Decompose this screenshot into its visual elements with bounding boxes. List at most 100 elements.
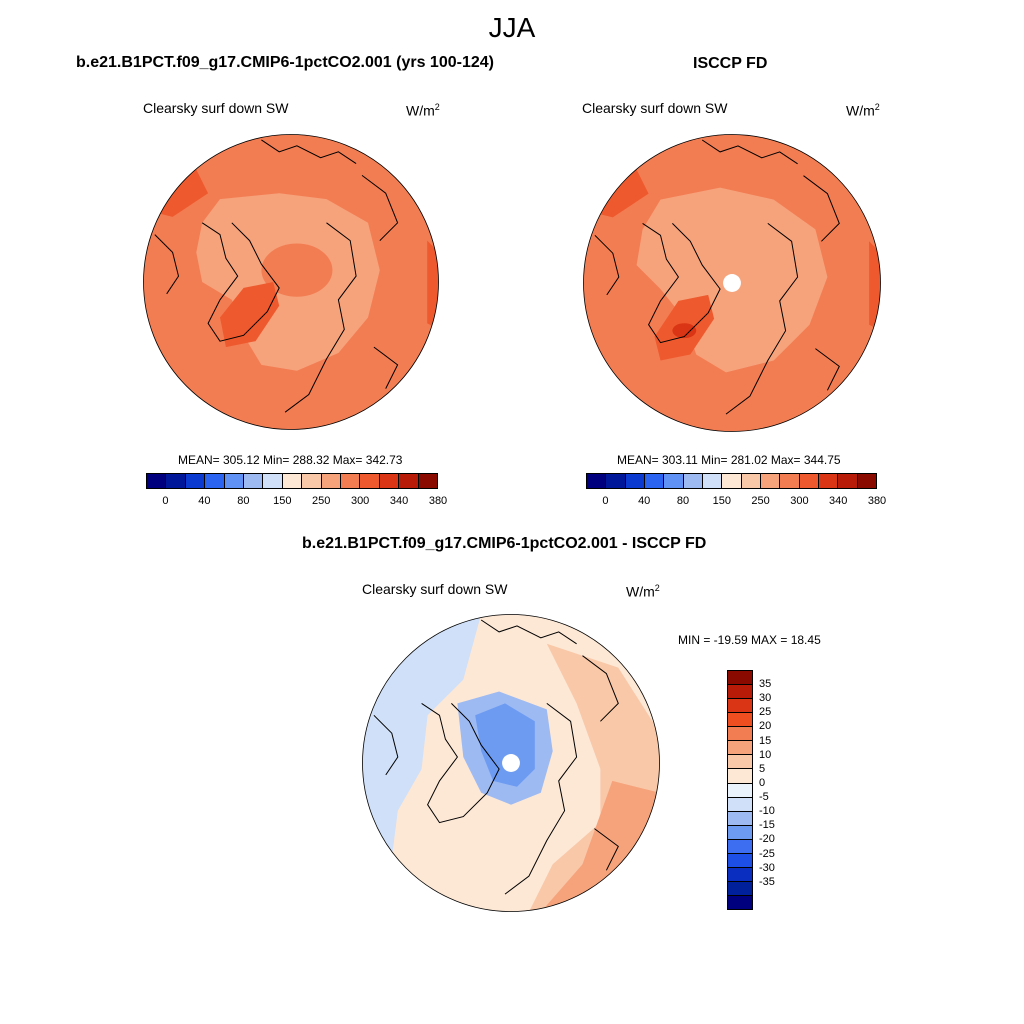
coastline [815,348,840,391]
colorbar-swatch [664,474,684,488]
map-field [362,614,660,912]
panel3-map [362,614,660,912]
colorbar-swatch [399,474,419,488]
colorbar-swatch [341,474,361,488]
colorbar-tick-label: 380 [867,495,887,507]
coastline [201,222,280,342]
coastline [154,234,180,295]
coastline [361,175,399,241]
panel3-units: W/m2 [626,583,660,600]
colorbar-tick-label: 80 [676,495,690,507]
field-peak-greenland [672,323,697,339]
panel3-stats: MIN = -19.59 MAX = 18.45 [678,633,821,647]
colorbar-swatch [702,474,723,488]
panel1-colorbar [146,473,438,489]
colorbar-swatch [799,474,819,488]
panel3-subtitle: Clearsky surf down SW [362,581,508,597]
colorbar-swatch [263,474,283,488]
field-band-neg5-0 [362,614,482,912]
colorbar-swatch [760,474,781,488]
colorbar-swatch [321,474,342,488]
colorbar-tick-label: -25 [759,847,775,860]
colorbar-swatch [728,881,752,896]
coastline [725,223,799,415]
coastline [284,222,357,413]
coastline [373,714,399,776]
panel2-map [583,134,881,432]
coastline [582,655,619,722]
colorbar-tick-label: -35 [759,875,775,888]
colorbar-swatch [838,474,858,488]
colorbar-tick-label: 40 [198,495,211,507]
colorbar-swatch [728,699,752,714]
coastline [373,346,399,389]
coastline [504,703,578,895]
colorbar-swatch [728,811,752,826]
colorbar-swatch [166,474,186,488]
map-border [362,614,660,912]
colorbar-swatch [728,713,752,728]
field-high-east [869,241,881,331]
colorbar-tick-label: -15 [759,819,775,832]
panel1-units: W/m2 [406,102,440,119]
colorbar-swatch [728,671,752,686]
coastline [594,828,619,871]
panel1-stats: MEAN= 305.12 Min= 288.32 Max= 342.73 [178,453,403,467]
colorbar-swatch [728,755,752,770]
colorbar-tick-label: 40 [638,495,651,507]
colorbar-swatch [587,474,607,488]
map-border [583,134,881,432]
colorbar-tick-label: 25 [759,706,772,719]
colorbar-swatch [644,474,665,488]
panel2-units: W/m2 [846,102,880,119]
map-field [143,134,439,430]
colorbar-swatch [224,474,245,488]
missing-data-pole [723,274,741,292]
colorbar-swatch [741,474,761,488]
panel3-colorbar [727,670,753,910]
coastline [421,702,500,824]
colorbar-swatch [728,727,752,742]
coastline [480,619,577,645]
coastline [594,234,620,296]
colorbar-swatch [722,474,742,488]
missing-data-pole [502,754,520,772]
colorbar-tick-label: 250 [751,495,770,507]
panel2-colorbar [586,473,877,489]
colorbar-swatch [625,474,645,488]
colorbar-tick-label: 340 [829,495,848,507]
colorbar-tick-label: 0 [602,495,609,507]
colorbar-swatch [780,474,800,488]
colorbar-swatch [728,797,752,812]
colorbar-tick-label: 80 [237,495,250,507]
colorbar-swatch [728,896,752,910]
colorbar-swatch [728,853,752,868]
field-band-neg15-10 [475,703,535,787]
colorbar-swatch [728,783,752,798]
panel2-stats: MEAN= 303.11 Min= 281.02 Max= 344.75 [617,453,841,467]
coastline [701,139,798,165]
colorbar-swatch [728,825,752,840]
field-high-greenland [220,282,280,348]
colorbar-swatch [728,769,752,784]
colorbar-swatch [418,474,438,488]
colorbar-swatch [244,474,264,488]
colorbar-swatch [379,474,400,488]
colorbar-tick-label: 340 [389,495,409,507]
colorbar-swatch [282,474,303,488]
panel3-title: b.e21.B1PCT.f09_g17.CMIP6-1pctCO2.001 - … [302,535,707,552]
colorbar-swatch [205,474,225,488]
colorbar-tick-label: 10 [759,748,772,761]
colorbar-tick-label: -10 [759,805,775,818]
map-border [143,134,439,430]
map-field [583,134,881,432]
coastline [261,139,357,165]
colorbar-swatch [728,741,752,756]
colorbar-tick-label: -20 [759,833,775,846]
panel3-colorbar-ticks: 35 30 25 20 15 10 5 0 -5 -10 -15 -20 -25 -30 -35 [759,670,799,910]
colorbar-tick-label: 300 [350,495,370,507]
colorbar-tick-label: 15 [759,734,772,747]
field-high-east [427,240,439,330]
colorbar-swatch [302,474,322,488]
figure-title: JJA [488,12,536,43]
